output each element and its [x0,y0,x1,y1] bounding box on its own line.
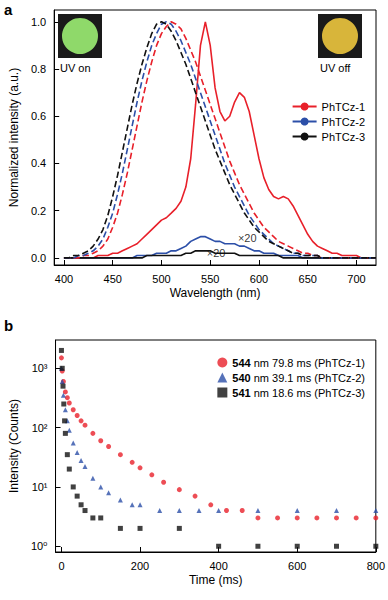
svg-text:×20: ×20 [238,232,257,244]
svg-text:Normalized intensity (a.u.): Normalized intensity (a.u.) [7,68,21,207]
svg-text:0.4: 0.4 [31,157,46,169]
svg-text:b: b [4,317,13,334]
svg-text:nm 18.6 ms (PhTCz-3): nm 18.6 ms (PhTCz-3) [251,387,365,399]
svg-text:nm 79.8 ms (PhTCz-1): nm 79.8 ms (PhTCz-1) [251,357,365,369]
svg-text:UV on: UV on [60,62,91,74]
svg-text:Wavelength (nm): Wavelength (nm) [170,286,261,300]
svg-text:600: 600 [288,560,306,572]
svg-text:10¹: 10¹ [32,481,48,493]
svg-text:700: 700 [347,273,365,285]
svg-text:400: 400 [55,273,73,285]
svg-text:UV off: UV off [320,62,351,74]
svg-text:400: 400 [209,560,227,572]
svg-text:544: 544 [232,357,251,369]
svg-text:10⁰: 10⁰ [31,540,48,552]
svg-text:200: 200 [131,560,149,572]
svg-text:800: 800 [367,560,385,572]
svg-text:0: 0 [58,560,64,572]
svg-text:a: a [4,1,13,18]
svg-text:Time (ms): Time (ms) [189,573,243,587]
svg-text:10²: 10² [32,422,48,434]
svg-text:nm 39.1 ms (PhTCz-2): nm 39.1 ms (PhTCz-2) [251,372,365,384]
svg-text:0.0: 0.0 [31,252,46,264]
svg-text:500: 500 [152,273,170,285]
svg-text:Intensity (Counts): Intensity (Counts) [7,399,21,493]
svg-text:10³: 10³ [32,362,48,374]
svg-text:600: 600 [250,273,268,285]
svg-text:650: 650 [299,273,317,285]
svg-text:×20: ×20 [206,247,226,260]
svg-text:540: 540 [232,372,250,384]
svg-text:0.6: 0.6 [31,110,46,122]
svg-text:450: 450 [104,273,122,285]
svg-text:1.0: 1.0 [31,16,46,28]
svg-text:0.2: 0.2 [31,205,46,217]
svg-text:550: 550 [201,273,219,285]
svg-text:PhTCz-2: PhTCz-2 [322,116,365,128]
svg-text:PhTCz-3: PhTCz-3 [322,131,365,143]
svg-text:PhTCz-1: PhTCz-1 [322,101,365,113]
svg-text:0.8: 0.8 [31,63,46,75]
svg-text:541: 541 [232,387,250,399]
